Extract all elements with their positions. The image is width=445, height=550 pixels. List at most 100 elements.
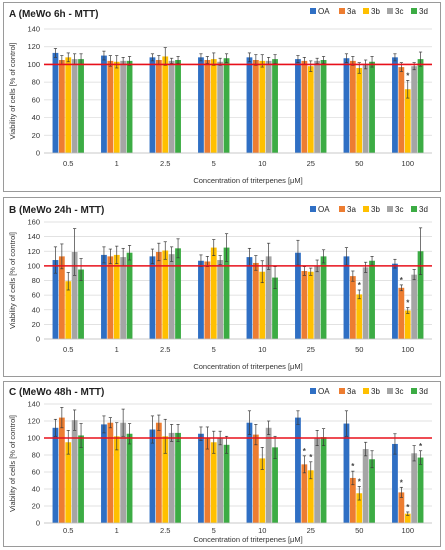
- bar-3a: [107, 422, 114, 523]
- bar-3a: [58, 256, 65, 339]
- bar-3c: [314, 438, 321, 523]
- x-tick-label: 50: [355, 345, 363, 354]
- significance-marker: *: [406, 299, 410, 308]
- y-axis-label: Viability of cells [% of control]: [8, 43, 17, 140]
- significance-marker: *: [351, 462, 355, 471]
- legend-label-3b: 3b: [371, 205, 380, 214]
- legend-label-3c: 3c: [395, 205, 403, 214]
- legend-swatch-3a: [339, 8, 345, 14]
- y-tick-label: 60: [32, 291, 40, 300]
- bar-3a: [204, 60, 211, 153]
- legend-label-oa: OA: [318, 7, 330, 16]
- legend-label-3c: 3c: [395, 7, 403, 16]
- bar-3b: [65, 57, 72, 153]
- significance-marker: *: [406, 71, 410, 80]
- x-tick-label: 5: [212, 159, 216, 168]
- bar-oa: [343, 256, 350, 339]
- bar-3c: [411, 66, 418, 153]
- y-tick-label: 60: [32, 468, 40, 477]
- legend-swatch-3c: [387, 8, 393, 14]
- x-axis-label: Concentration of triterpenes [μM]: [193, 176, 302, 185]
- y-tick-label: 100: [27, 434, 40, 443]
- bar-3b: [404, 513, 411, 523]
- x-tick-label: 100: [401, 159, 414, 168]
- bar-3a: [58, 417, 65, 523]
- legend-swatch-oa: [310, 388, 316, 394]
- bar-3a: [155, 251, 162, 339]
- bar-3d: [175, 432, 181, 523]
- chart-c-svg: C (MeWo 48h - MTT) OA 3a 3b 3c 3d020406080100…: [8, 387, 432, 544]
- bar-3c: [168, 254, 175, 339]
- bar-3a: [301, 270, 308, 339]
- bar-3c: [362, 64, 369, 153]
- bar-3b: [210, 247, 217, 339]
- legend-swatch-3a: [339, 206, 345, 212]
- y-tick-label: 80: [32, 78, 40, 87]
- x-tick-label: 0.5: [63, 345, 73, 354]
- legend-swatch-3d: [411, 206, 417, 212]
- legend-label-oa: OA: [318, 205, 330, 214]
- x-tick-label: 1: [115, 159, 119, 168]
- significance-marker: *: [358, 477, 362, 486]
- x-tick-label: 0.5: [63, 159, 73, 168]
- y-tick-label: 20: [32, 131, 40, 140]
- bar-3b: [65, 442, 72, 523]
- y-tick-label: 40: [32, 305, 40, 314]
- legend-swatch-3b: [363, 388, 369, 394]
- y-axis-label: Viability of cells [% of control]: [8, 232, 17, 329]
- bar-3b: [162, 56, 169, 154]
- bar-3d: [417, 251, 424, 339]
- bar-oa: [392, 443, 398, 523]
- bar-oa: [343, 423, 350, 523]
- bar-3b: [307, 271, 314, 339]
- bar-3b: [404, 89, 411, 153]
- bar-3b: [113, 436, 120, 523]
- bar-3c: [168, 432, 175, 523]
- bar-3d: [417, 59, 424, 153]
- bar-3d: [78, 269, 84, 339]
- bar-3c: [314, 265, 321, 339]
- x-tick-label: 1: [115, 526, 119, 535]
- x-tick-label: 50: [355, 159, 363, 168]
- bar-3b: [162, 436, 169, 523]
- bar-3c: [217, 61, 224, 154]
- x-tick-label: 100: [401, 526, 414, 535]
- x-tick-label: 50: [355, 526, 363, 535]
- bar-3a: [58, 60, 65, 153]
- bar-3c: [265, 60, 272, 154]
- chart-panel-a: A (MeWo 6h - MTT) OA 3a 3b 3c 3d 0 20 40 60 80 100 1…: [3, 2, 441, 192]
- y-tick-label: 0: [36, 519, 40, 528]
- bar-3c: [314, 60, 321, 154]
- bar-3d: [320, 256, 327, 339]
- bar-3b: [307, 66, 314, 153]
- bar-3a: [301, 464, 308, 523]
- bar-oa: [101, 55, 107, 154]
- bar-3d: [223, 247, 230, 339]
- bar-3c: [120, 60, 127, 154]
- bar-3a: [107, 256, 114, 339]
- legend-swatch-oa: [310, 8, 316, 14]
- x-tick-label: 10: [258, 526, 266, 535]
- legend-label-3a: 3a: [347, 387, 356, 396]
- y-tick-label: 140: [27, 25, 40, 34]
- bar-3d: [223, 444, 230, 523]
- bar-3d: [223, 58, 230, 153]
- significance-marker: *: [400, 276, 404, 285]
- legend-label-oa: OA: [318, 387, 330, 396]
- bar-oa: [149, 429, 156, 523]
- bar-3d: [272, 59, 278, 153]
- y-tick-label: 80: [32, 276, 40, 285]
- bar-3b: [356, 294, 363, 339]
- bar-3a: [155, 60, 162, 153]
- bar-3d: [78, 435, 84, 523]
- y-tick-label: 140: [27, 232, 40, 241]
- bar-3b: [356, 493, 363, 523]
- bar-3c: [217, 260, 224, 339]
- legend-label-3d: 3d: [419, 205, 428, 214]
- bar-oa: [392, 57, 398, 153]
- bar-3b: [210, 59, 217, 153]
- bar-3a: [349, 477, 356, 523]
- bar-3d: [369, 260, 375, 339]
- bar-3d: [320, 437, 327, 523]
- bar-3c: [362, 267, 369, 339]
